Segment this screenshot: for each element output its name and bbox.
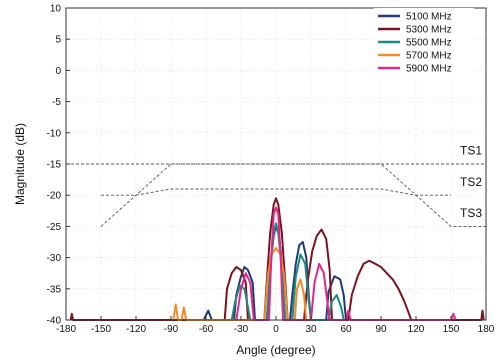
y-tick-label: 10	[50, 4, 62, 15]
mask-labels: TS1 TS2 TS3	[460, 144, 482, 220]
y-tick-label: -25	[47, 222, 62, 233]
data-series	[69, 197, 485, 321]
mask-line-ts2	[101, 188, 451, 196]
x-tick-label: 0	[273, 324, 279, 335]
legend-label: 5900 MHz	[406, 64, 452, 75]
y-tick-label: -10	[47, 128, 62, 139]
y-axis-label: Magnitude (dB)	[13, 123, 27, 205]
mask-lines	[66, 163, 486, 227]
legend-label: 5100 MHz	[406, 12, 452, 23]
mask-label-ts1: TS1	[460, 144, 482, 158]
y-axis-ticks: 10 5 0 -5 -10 -15 -20 -25 -30 -35 -40	[47, 4, 70, 327]
mask-line-ts3	[100, 163, 486, 227]
x-tick-label: -150	[91, 324, 111, 335]
legend: 5100 MHz 5300 MHz 5500 MHz 5700 MHz 5900 MHz	[374, 8, 474, 77]
y-tick-label: 0	[55, 66, 61, 77]
x-tick-label: 90	[375, 324, 387, 335]
y-tick-label: -35	[47, 284, 62, 295]
x-tick-label: 120	[408, 324, 425, 335]
y-tick-label: -15	[47, 160, 62, 171]
x-tick-label: -30	[234, 324, 249, 335]
x-tick-label: 180	[478, 324, 495, 335]
mask-label-ts2: TS2	[460, 175, 482, 189]
x-tick-label: -90	[164, 324, 179, 335]
x-tick-label: -60	[199, 324, 214, 335]
y-tick-label: -5	[52, 97, 61, 108]
y-tick-label: -30	[47, 253, 62, 264]
x-axis-label: Angle (degree)	[236, 343, 315, 357]
legend-label: 5300 MHz	[406, 25, 452, 36]
mask-label-ts3: TS3	[460, 206, 482, 220]
x-tick-label: 150	[443, 324, 460, 335]
legend-label: 5500 MHz	[406, 38, 452, 49]
x-tick-label: 60	[340, 324, 352, 335]
x-tick-label: 30	[305, 324, 317, 335]
legend-label: 5700 MHz	[406, 51, 452, 62]
y-tick-label: -40	[47, 316, 62, 327]
y-tick-label: -20	[47, 191, 62, 202]
x-axis-ticks: -180 -150 -120 -90 -60 -30 0 30 60 90 120 150 180	[56, 316, 495, 335]
x-tick-label: -120	[126, 324, 146, 335]
y-tick-label: 5	[55, 35, 61, 46]
series-line-5300-mhz	[69, 197, 485, 321]
x-tick-label: -180	[56, 324, 76, 335]
